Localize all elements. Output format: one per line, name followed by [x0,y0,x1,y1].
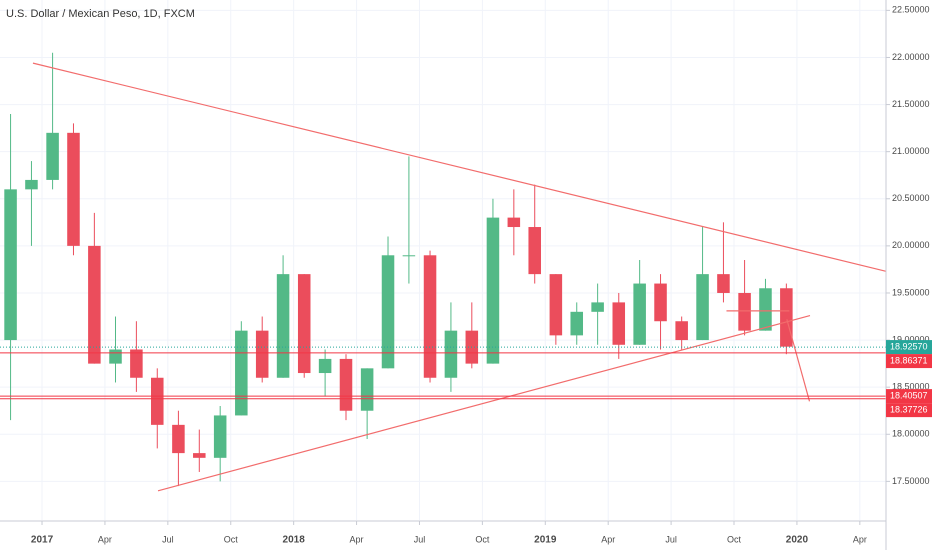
candle-body [528,227,541,275]
candle-body [339,358,353,411]
y-tick-label: 21.50000 [892,99,930,109]
x-tick-label: Jul [162,534,174,544]
y-tick-label: 18.00000 [892,429,930,439]
x-tick-label: Apr [853,534,867,544]
grid [0,0,886,520]
axes: 17.50000 18.00000 18.50000 19.00000 19.50000… [31,5,932,546]
price-label-bg [886,340,932,355]
y-tick-label: 20.50000 [892,193,930,203]
candle-body [507,217,521,228]
price-label: 18.86371 [890,355,928,365]
candle-body [486,217,500,364]
candle-body [549,274,563,336]
candle-body [759,288,772,331]
candle-body [276,274,290,378]
y-tick-label: 19.00000 [892,334,930,344]
y-tick-label: 21.00000 [892,146,930,156]
price-label: 18.37726 [890,404,928,414]
y-tick-label: 22.50000 [892,5,930,15]
candle-body [738,292,751,331]
price-label: 18.40507 [890,390,928,400]
x-tick-label: Jul [665,534,677,544]
x-tick-label: 2020 [786,535,809,546]
trend-line [32,62,887,272]
candle-body [213,415,227,458]
x-tick-label: 2018 [283,535,306,546]
x-tick-label: Apr [601,534,615,544]
candle-body [235,330,248,416]
candle-body [318,358,332,374]
candle-body [88,245,101,364]
candle-body [172,424,185,454]
price-label-bg [886,403,932,418]
candle-body [67,132,80,246]
candle-body [612,302,626,345]
x-tick-label: Oct [224,534,239,544]
candle-body [717,274,730,293]
price-label-bg [886,389,932,404]
candle-body [654,283,667,322]
candle-body [381,255,395,369]
overlay [0,62,887,492]
candle-body [255,330,269,378]
x-tick-label: Oct [475,534,490,544]
candle-body [402,255,416,257]
x-tick-label: 2017 [31,535,54,546]
candle-body [591,302,604,312]
candle-body [46,132,59,180]
trend-line [786,319,811,402]
candle-body [25,179,38,190]
candle-body [297,274,311,374]
y-tick-label: 18.50000 [892,382,930,392]
trend-line [157,315,811,492]
candle-body [675,321,688,341]
price-label-bg [886,354,932,369]
chart-title: U.S. Dollar / Mexican Peso, 1D, FXCM [6,8,195,20]
candle-body [4,189,17,341]
x-tick-label: Apr [350,534,364,544]
candle-body [151,377,164,425]
x-tick-label: Apr [98,534,112,544]
x-tick-label: 2019 [534,535,557,546]
y-tick-label: 20.00000 [892,240,930,250]
y-tick-label: 19.50000 [892,287,930,297]
y-tick-label: 22.00000 [892,52,930,62]
candle-body [423,255,437,378]
price-label: 18.92570 [890,341,928,351]
candle-body [193,453,206,458]
x-tick-label: Jul [414,534,426,544]
candle-body [696,274,709,341]
x-tick-label: Oct [727,534,742,544]
candle-body [444,330,458,378]
y-tick-label: 17.50000 [892,476,930,486]
candle-body [780,288,793,347]
candle-body [360,368,374,411]
candle-body [130,349,143,378]
candle-body [109,349,122,364]
candle-body [633,283,646,345]
candle-body [570,311,584,336]
